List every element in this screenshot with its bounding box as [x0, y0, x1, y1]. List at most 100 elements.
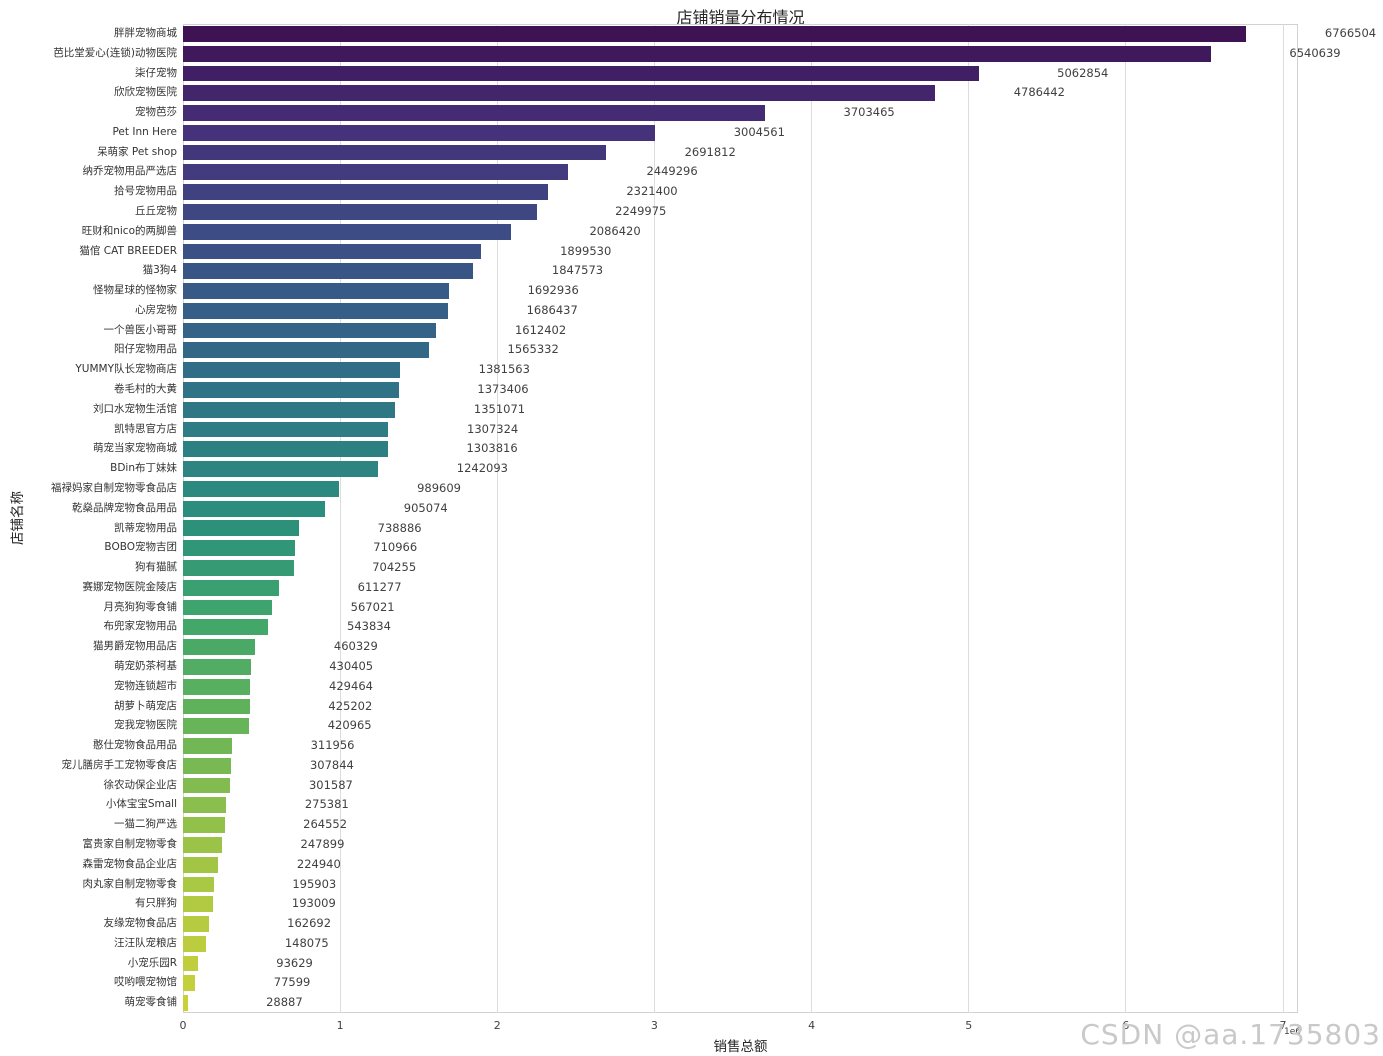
x-tick-label: 7 — [1279, 1019, 1287, 1032]
chart-title: 店铺销量分布情况 — [676, 8, 805, 27]
bar — [183, 639, 256, 655]
bar-value-label: 2691812 — [684, 144, 736, 159]
bar-value-label: 543834 — [347, 619, 391, 634]
bar-value-label: 93629 — [276, 955, 313, 970]
bar — [183, 698, 250, 715]
bar-value-label: 2086420 — [589, 223, 641, 238]
bar-value-label: 710966 — [373, 540, 418, 555]
gridline — [1125, 24, 1127, 1013]
y-tick-label: 心房宠物 — [135, 303, 177, 316]
y-tick-label: 宠我宠物医院 — [114, 719, 177, 732]
bar-value-label: 2321400 — [626, 184, 678, 199]
bar — [183, 955, 198, 972]
bar — [183, 302, 448, 319]
bar — [183, 124, 656, 141]
bar-value-label: 1612402 — [514, 322, 567, 337]
y-tick-label: 胖胖宠物商城 — [114, 27, 177, 39]
bar — [183, 401, 396, 418]
bar-value-label: 1381563 — [478, 362, 530, 377]
bar — [183, 876, 214, 893]
bar — [183, 441, 388, 458]
x-axis-label: 销售总额 — [713, 1039, 768, 1055]
bar — [183, 817, 225, 833]
y-tick-label: BOBO宠物吉团 — [104, 541, 177, 554]
bar-value-label: 430405 — [329, 658, 374, 673]
bar-value-label: 4786442 — [1013, 85, 1065, 100]
y-tick-label: 宠物连锁超市 — [114, 679, 177, 692]
x-tick-label: 0 — [179, 1019, 187, 1032]
bar-value-label: 567021 — [350, 599, 395, 614]
bar-value-label: 162692 — [287, 916, 332, 931]
bar — [183, 204, 537, 220]
bar-value-label: 3703465 — [843, 105, 895, 120]
bar — [183, 500, 326, 517]
y-tick-label: 宠物芭莎 — [135, 106, 177, 119]
y-tick-label: 森雷宠物食品企业店 — [82, 857, 178, 870]
bar — [183, 658, 251, 675]
bar — [183, 757, 232, 774]
bar — [183, 797, 227, 814]
y-tick-label: 纳乔宠物用品严选店 — [82, 165, 178, 178]
y-tick-label: 萌宠奶茶柯基 — [114, 659, 177, 672]
bar-value-label: 77599 — [273, 975, 311, 990]
bar-value-label: 1847573 — [551, 263, 604, 278]
bar — [183, 579, 280, 596]
bar — [183, 263, 474, 280]
bar-value-label: 195903 — [292, 876, 337, 891]
y-tick-label: 凯蒂宠物用品 — [114, 521, 177, 534]
bar — [183, 836, 222, 853]
gridline — [811, 24, 813, 1013]
bar — [183, 184, 548, 201]
bar-value-label: 1303816 — [466, 441, 518, 456]
bar-value-label: 905074 — [403, 500, 448, 515]
y-tick-label: 凯特思官方店 — [114, 422, 177, 435]
y-tick-label: BDin布丁妹妹 — [110, 462, 177, 475]
y-tick-label: 赛娜宠物医院金陵店 — [82, 580, 178, 593]
bar — [183, 480, 339, 497]
bar-value-label: 1351071 — [473, 401, 526, 416]
bar-value-label: 307844 — [309, 757, 354, 772]
bar-value-label: 264552 — [303, 817, 348, 832]
y-tick-label: 丘丘宠物 — [135, 205, 177, 218]
bar-value-label: 311956 — [310, 738, 355, 753]
bar-value-label: 275381 — [304, 797, 349, 812]
x-tick-label: 3 — [650, 1019, 658, 1032]
bar — [183, 243, 482, 260]
bar — [183, 856, 219, 873]
y-tick-label: 拾号宠物用品 — [114, 185, 177, 198]
y-tick-label: 阳仔宠物用品 — [114, 343, 177, 356]
bar — [183, 599, 273, 616]
bar-value-label: 148075 — [284, 935, 329, 950]
bar-value-label: 989609 — [417, 480, 461, 495]
bar — [183, 916, 209, 932]
bar — [183, 520, 300, 537]
bar-value-label: 301587 — [308, 777, 353, 792]
bar — [183, 362, 401, 379]
bar-value-label: 1565332 — [507, 342, 559, 357]
bar-value-label: 2249975 — [615, 204, 667, 219]
bar-value-label: 425202 — [328, 698, 373, 713]
y-tick-label: 萌宠零食铺 — [124, 996, 178, 1009]
bar-value-label: 1242093 — [456, 461, 508, 476]
bar-value-label: 611277 — [357, 579, 402, 594]
y-tick-label: 小体宝宝Small — [105, 798, 177, 811]
y-tick-label: 徐农动保企业店 — [103, 778, 178, 791]
y-tick-label: 一个兽医小哥哥 — [103, 323, 178, 336]
x-tick-label: 4 — [808, 1019, 816, 1032]
bar — [183, 322, 437, 339]
bar — [183, 421, 389, 438]
gridline — [653, 24, 655, 1013]
axis-scale-offset-label: 1e6 — [1284, 1027, 1301, 1037]
bar-value-label: 3004561 — [733, 124, 785, 139]
y-tick-label: 哎哟喂宠物馆 — [114, 976, 177, 989]
y-tick-label: 猫3狗4 — [142, 264, 177, 277]
bar — [183, 896, 214, 913]
bar — [183, 619, 269, 636]
y-tick-label: 福禄妈家自制宠物零食品店 — [51, 481, 177, 494]
bar — [183, 718, 250, 735]
bar — [183, 85, 936, 102]
y-tick-label: 猫倌 CAT BREEDER — [79, 244, 177, 257]
gridline — [339, 24, 341, 1013]
bar — [183, 540, 295, 557]
